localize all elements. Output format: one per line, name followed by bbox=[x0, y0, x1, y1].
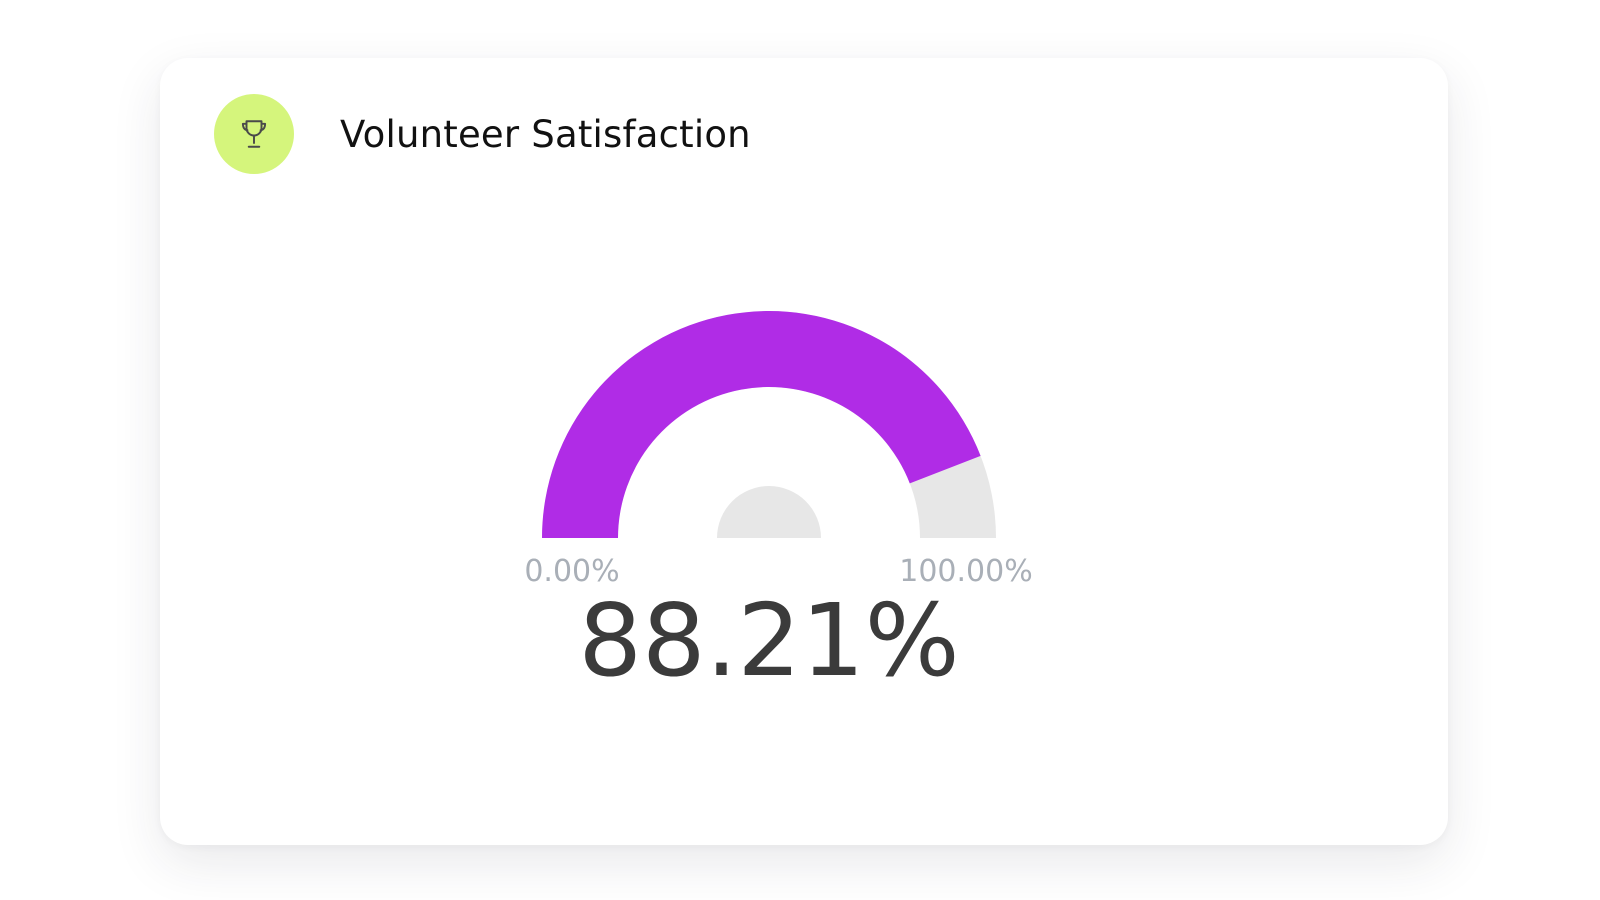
gauge-fill bbox=[542, 311, 981, 538]
card-header: Volunteer Satisfaction bbox=[214, 94, 751, 174]
gauge-card: Volunteer Satisfaction 0.00% 100.00% 88.… bbox=[160, 58, 1448, 845]
trophy-icon bbox=[241, 120, 267, 148]
gauge-value-label: 88.21% bbox=[578, 582, 959, 699]
gauge-max-label: 100.00% bbox=[899, 554, 1032, 589]
card-title: Volunteer Satisfaction bbox=[340, 112, 751, 156]
gauge-min-label: 0.00% bbox=[524, 554, 619, 589]
gauge-hub bbox=[717, 486, 821, 538]
gauge-chart: 0.00% 100.00% 88.21% bbox=[524, 311, 1033, 699]
trophy-icon-badge bbox=[214, 94, 294, 174]
